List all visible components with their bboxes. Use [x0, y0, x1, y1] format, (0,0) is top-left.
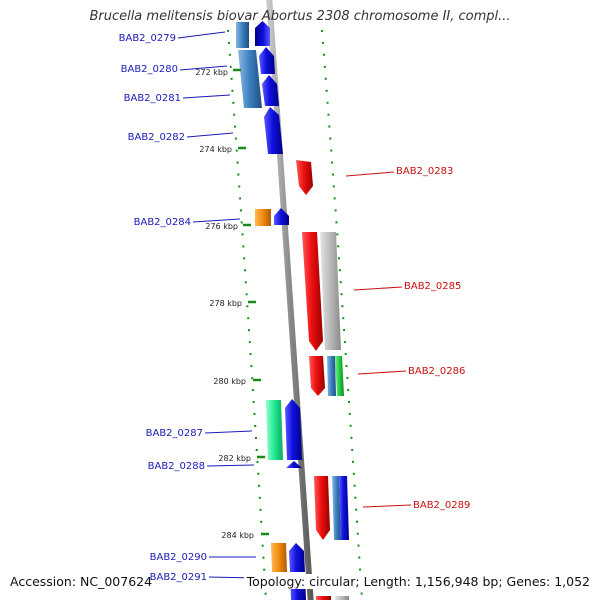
gene-label-bab2-0284[interactable]: BAB2_0284 — [134, 217, 191, 228]
tick-label: 274 kbp — [199, 145, 232, 154]
gene-bab2-0290 — [289, 543, 305, 572]
feature-misc-0286 — [327, 356, 336, 396]
gene-bab2-0283 — [296, 160, 313, 195]
regulatory-0286 — [335, 356, 344, 396]
leader-line — [182, 94, 231, 99]
inner-track-guide — [227, 29, 267, 600]
leader-line — [186, 132, 234, 138]
leader-line — [353, 286, 403, 291]
gene-label-bab2-0280[interactable]: BAB2_0280 — [121, 64, 178, 75]
gene-label-bab2-0289[interactable]: BAB2_0289 — [413, 500, 470, 511]
tick-label: 272 kbp — [195, 68, 228, 77]
gene-bab2-0287 — [285, 399, 302, 460]
tick-label: 282 kbp — [218, 454, 251, 463]
gene-label-bab2-0279[interactable]: BAB2_0279 — [119, 33, 176, 44]
gene-label-bab2-0281[interactable]: BAB2_0281 — [124, 93, 181, 104]
leader-line — [192, 218, 241, 223]
feature-misc-0289 — [332, 476, 341, 540]
gene-bab2-0282 — [264, 107, 283, 154]
gene-bab2-0279 — [255, 21, 270, 46]
feature-misc-0279 — [236, 22, 249, 48]
tick-label: 284 kbp — [221, 531, 254, 540]
pseudo-0285 — [320, 232, 341, 350]
chromosome-backbone — [266, 0, 314, 600]
gene-bab2-0286 — [309, 356, 325, 396]
rna-0290 — [271, 543, 287, 572]
gene-label-bab2-0282[interactable]: BAB2_0282 — [128, 132, 185, 143]
gene-bab2-0289 — [314, 476, 330, 540]
pseudo-0292-partial — [335, 596, 349, 600]
forward-strand-features — [236, 21, 306, 600]
leader-line — [179, 65, 228, 71]
gene-label-bab2-0283[interactable]: BAB2_0283 — [396, 166, 453, 177]
tick-label: 278 kbp — [209, 299, 242, 308]
gene-label-bab2-0291[interactable]: BAB2_0291 — [150, 572, 207, 583]
genome-stats-text: Topology: circular; Length: 1,156,948 bp… — [243, 574, 590, 589]
scale-ticks: 272 kbp 274 kbp 276 kbp 278 kbp 280 kbp … — [195, 68, 269, 540]
gene-label-bab2-0288[interactable]: BAB2_0288 — [148, 461, 205, 472]
leader-line — [357, 370, 407, 375]
accession-text: Accession: NC_007624 — [10, 574, 153, 589]
gene-bab2-0285 — [302, 232, 323, 351]
tick-label: 276 kbp — [205, 222, 238, 231]
gene-bab2-0281 — [262, 75, 279, 106]
gene-bab2-0288 — [286, 461, 302, 468]
leader-line — [206, 464, 255, 467]
gene-bab2-0280 — [259, 47, 275, 74]
leader-line — [177, 31, 226, 39]
variant-0287 — [266, 400, 283, 460]
gene-bab2-0289-b — [339, 476, 349, 540]
map-title: Brucella melitensis biovar Abortus 2308 … — [89, 9, 511, 24]
reverse-gene-labels: BAB2_0283 BAB2_0285 BAB2_0286 BAB2_0289 — [345, 166, 470, 511]
gene-label-bab2-0285[interactable]: BAB2_0285 — [404, 281, 461, 292]
gene-label-bab2-0287[interactable]: BAB2_0287 — [146, 428, 203, 439]
rna-0284 — [255, 209, 271, 226]
leader-line — [362, 504, 412, 508]
gene-bab2-0284 — [274, 208, 289, 225]
tick-label: 280 kbp — [213, 377, 246, 386]
feature-misc-0280 — [238, 50, 262, 108]
gene-label-bab2-0290[interactable]: BAB2_0290 — [150, 552, 207, 563]
gene-label-bab2-0286[interactable]: BAB2_0286 — [408, 366, 465, 377]
leader-line — [345, 171, 395, 177]
gene-bab2-0292-partial — [316, 596, 331, 600]
leader-line — [204, 430, 253, 434]
reverse-strand-features — [296, 160, 349, 600]
